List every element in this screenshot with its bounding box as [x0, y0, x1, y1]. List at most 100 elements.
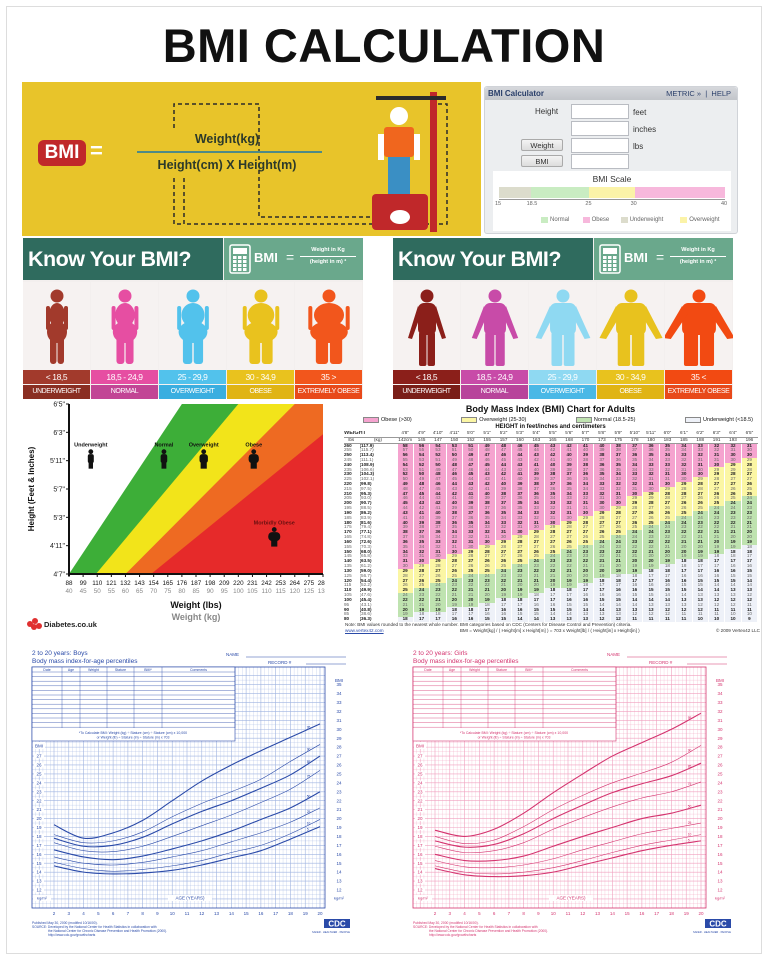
height-cm: 165	[544, 437, 562, 444]
bmi-cell: 24	[659, 525, 677, 531]
x-tick-label-lbs: 132	[120, 580, 131, 587]
bmi-cell: 27	[593, 520, 611, 526]
bmi-cell: 14	[708, 588, 726, 593]
bmi-cell: 30	[446, 549, 464, 555]
bmi-cell: 16	[708, 573, 726, 579]
height-ftin: 5'2"	[495, 431, 513, 438]
help-link[interactable]: HELP	[711, 89, 731, 98]
bmi-cell: 16	[577, 597, 595, 603]
weight-kg: (65.8)	[359, 554, 398, 560]
bmi-cell: 22	[577, 559, 595, 564]
y-axis-title-left: BMI	[35, 744, 43, 749]
leg	[485, 332, 495, 366]
bmi-cell: 37	[429, 525, 447, 531]
bmi-cell: 39	[495, 486, 513, 492]
bmi-cell: 40	[577, 448, 595, 453]
bmi-cell: 18	[675, 563, 693, 569]
height-inches-input[interactable]	[571, 121, 629, 136]
bmi-cell: 12	[724, 597, 742, 603]
bmi-cell: 53	[397, 467, 414, 473]
bmi-cell: 28	[741, 462, 759, 468]
bmi-cell: 42	[429, 501, 447, 507]
bmi-cell: 12	[692, 607, 709, 613]
scale-tick-label: 15	[495, 201, 502, 207]
bmi-range-label: 25 - 29,9	[159, 370, 226, 384]
bmi-cell: 33	[446, 535, 464, 540]
weight-kg: (43.1)	[359, 602, 398, 608]
weight-kg: (45.4)	[359, 597, 398, 603]
bmi-button[interactable]: BMI	[521, 155, 563, 167]
y-tick-label-left: 16	[36, 852, 42, 857]
height-feet-input[interactable]	[571, 104, 629, 119]
height-ftin: 6'4"	[724, 431, 742, 438]
x-tick-label-lbs: 165	[163, 580, 174, 587]
calc-body	[229, 244, 251, 274]
legs	[271, 540, 278, 547]
label-bg	[34, 789, 44, 795]
height-cm-row: lbs (kg) 142cm 145 147 150 152 155 157 160 163 165 1…	[344, 437, 759, 444]
formula-bmi-label: BMI	[254, 250, 278, 265]
leg	[125, 334, 134, 364]
weight-button[interactable]: Weight	[521, 139, 563, 151]
height-ftin: 6'5"	[741, 431, 759, 438]
bmi-cell: 27	[626, 515, 644, 521]
unit-label-left: kg/m²	[37, 896, 48, 901]
legend-item: Normal (18.5-25)	[575, 417, 635, 423]
bmi-cell: 51	[462, 443, 480, 449]
percentile-curve-95	[53, 723, 321, 840]
bmi-cell: 56	[413, 443, 431, 449]
weight-kg: (68.0)	[359, 549, 398, 555]
bmi-cell: 30	[708, 462, 726, 468]
bmi-cell: 32	[446, 539, 464, 545]
bmi-cell: 28	[675, 491, 693, 497]
label-bg	[415, 807, 425, 813]
y-tick-label-left: 18	[36, 834, 42, 839]
label-bg	[34, 807, 44, 813]
bmi-cell: 27	[577, 530, 595, 535]
weight-lbs: 185	[344, 515, 360, 521]
percentile-label: 85	[688, 764, 692, 768]
y-tick-label-right: 13	[336, 879, 342, 884]
weight-lbs: 210	[344, 491, 360, 497]
bmi-cell: 19	[495, 592, 513, 598]
bmi-cell: 37	[478, 506, 496, 511]
weight-kg: (111.1)	[359, 457, 398, 463]
formula-equals: =	[656, 249, 665, 265]
bmi-category-overweight: 25 - 29,9 OVERWEIGHT	[159, 282, 226, 399]
y-tick-label-right: 20	[336, 816, 342, 821]
bmi-cell: 22	[593, 554, 611, 560]
weight-lbs: 95	[344, 602, 360, 608]
bmi-cell: 25	[544, 549, 562, 555]
height-ftin: 5'8"	[593, 431, 611, 438]
y-tick-label-right: 26	[717, 763, 723, 768]
leg	[116, 334, 125, 364]
table-title: Body Mass Index (BMI) Chart for Adults	[465, 404, 636, 414]
legend-swatch	[541, 217, 548, 223]
weight-input[interactable]	[571, 138, 629, 153]
table-header: Date	[424, 668, 431, 672]
bmi-cell: 25	[429, 578, 447, 584]
bmi-result-field[interactable]	[571, 154, 629, 169]
bmi-cell: 20	[560, 573, 578, 579]
legend-label: Obese (>30)	[381, 417, 412, 423]
scale-tick-label: 25	[585, 201, 592, 207]
arm	[502, 306, 519, 339]
bmi-cell: 14	[741, 583, 759, 589]
bmi-cell: 27	[528, 539, 546, 545]
scale-segment	[499, 187, 531, 198]
vertex42-link[interactable]: www.vertex42.com	[345, 628, 384, 633]
bmi-cell: 29	[642, 491, 660, 497]
bmi-cell: 14	[741, 578, 759, 584]
calc-key	[613, 256, 617, 259]
bmi-cell: 15	[675, 583, 693, 589]
record-label: RECORD #	[268, 660, 292, 665]
bmi-cell: 31	[659, 477, 677, 482]
bmi-cell: 36	[429, 530, 447, 535]
x-tick-label: 2	[53, 911, 56, 916]
bmi-cell: 45	[397, 501, 414, 507]
bmi-range-label: 35 >	[295, 370, 362, 384]
bmi-cell: 38	[593, 452, 611, 458]
bmi-cell: 20	[626, 559, 644, 564]
metric-link[interactable]: METRIC »	[666, 89, 702, 98]
weight-kg: (106.6)	[359, 467, 398, 473]
